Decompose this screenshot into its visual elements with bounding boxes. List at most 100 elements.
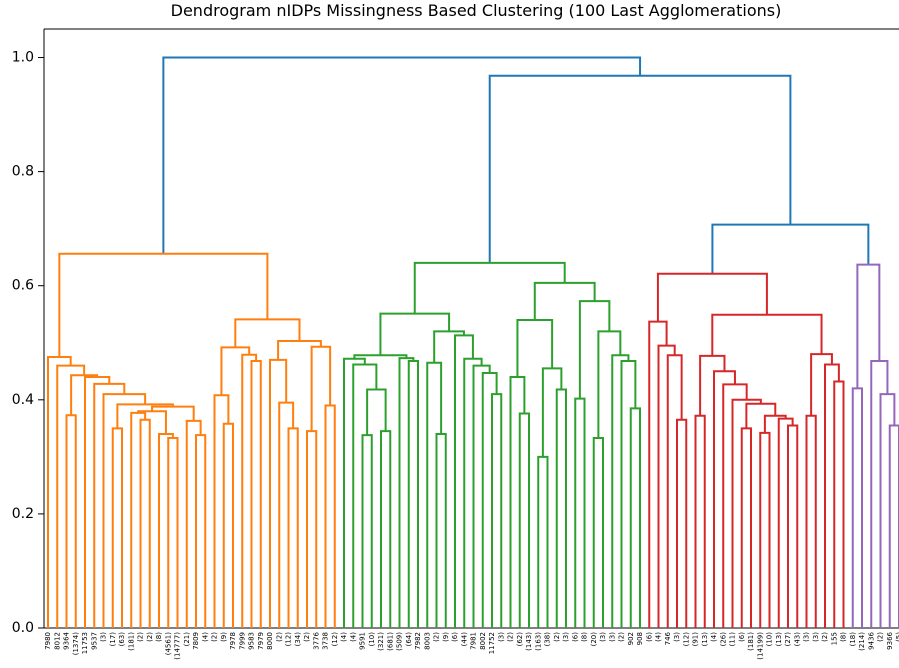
link: [481, 371, 498, 628]
leaf-label: (3): [497, 632, 505, 642]
leaf-label: (2): [137, 632, 145, 642]
link: [407, 360, 419, 628]
leaf-label: 3776: [312, 631, 320, 649]
leaf-label: (3): [673, 632, 681, 642]
leaf-label: 155: [830, 632, 838, 645]
link: [241, 353, 258, 628]
link: [269, 358, 288, 628]
link: [158, 433, 174, 628]
link: [151, 405, 195, 421]
link: [195, 434, 207, 628]
link: [167, 437, 179, 628]
leaf-label: (2): [303, 632, 311, 642]
link: [518, 412, 530, 628]
link: [454, 334, 474, 628]
leaf-label: (2): [275, 632, 283, 642]
link: [711, 313, 823, 356]
link: [278, 401, 295, 628]
link: [433, 330, 465, 363]
leaf-label: (26): [719, 632, 727, 647]
leaf-label: 746: [664, 631, 672, 645]
leaf-label: 9436: [867, 631, 875, 649]
link: [648, 320, 668, 628]
link: [541, 367, 563, 457]
leaf-label: (64): [405, 632, 413, 647]
link: [379, 312, 451, 356]
link: [578, 300, 611, 399]
link: [745, 402, 777, 429]
leaf-label: (1374): [72, 632, 80, 656]
link: [676, 418, 688, 628]
link: [93, 382, 126, 628]
link: [413, 261, 566, 314]
leaf-label: (181): [747, 632, 755, 651]
link: [533, 281, 596, 320]
link: [277, 340, 322, 360]
y-tick-label: 0.8: [12, 164, 34, 180]
leaf-label: (2): [146, 632, 154, 642]
leaf-label: (3): [599, 632, 607, 642]
leaf-label: 8000: [266, 632, 274, 650]
leaf-label: (181): [127, 632, 135, 651]
leaf-label: 7981: [470, 632, 478, 650]
link: [759, 431, 771, 628]
link: [435, 433, 447, 628]
link: [851, 387, 863, 628]
leaf-label: (91): [692, 632, 700, 647]
link: [56, 364, 86, 628]
link: [656, 272, 768, 322]
leaf-label: (8): [581, 632, 589, 642]
leaf-label: (20): [590, 632, 598, 647]
link: [666, 354, 683, 628]
link: [777, 417, 794, 628]
leaf-label: 7979: [257, 632, 265, 650]
leaf-label: (2): [507, 632, 515, 642]
leaf-label: (3): [608, 632, 616, 642]
link: [555, 388, 567, 628]
leaf-label: (27): [784, 632, 792, 647]
link: [343, 357, 366, 628]
leaf-label: (321): [377, 632, 385, 651]
leaf-label: (4): [710, 632, 718, 642]
link: [597, 330, 622, 439]
leaf-label: 902: [627, 632, 635, 645]
link: [699, 354, 726, 416]
leaf-label: 7980: [44, 632, 52, 650]
leaf-label: (43): [793, 632, 801, 647]
leaf-label: (6): [645, 632, 653, 642]
link: [306, 430, 318, 628]
link: [250, 360, 262, 628]
leaf-label: 11752: [488, 632, 496, 654]
link: [870, 360, 889, 628]
y-tick-label: 0.2: [12, 506, 34, 522]
leaf-label: 8012: [53, 632, 61, 650]
link: [810, 353, 833, 416]
link: [398, 357, 415, 628]
link: [361, 434, 373, 628]
link: [472, 364, 491, 628]
leaf-label: (6): [451, 632, 459, 642]
link: [130, 411, 147, 628]
leaf-label: (143): [525, 632, 533, 651]
link: [833, 380, 845, 628]
leaf-label: (4): [655, 632, 663, 642]
leaf-label: 9537: [90, 632, 98, 650]
leaf-label: 9591: [359, 632, 367, 650]
link: [162, 56, 642, 254]
leaf-label: (9): [220, 632, 228, 642]
link: [324, 404, 336, 628]
leaf-label: (10): [766, 632, 774, 647]
link: [592, 437, 604, 628]
link: [102, 393, 147, 628]
link: [787, 424, 799, 628]
leaf-label: (13): [775, 632, 783, 647]
link: [740, 427, 752, 628]
leaf-label: 8002: [479, 632, 487, 650]
leaf-label: 908: [636, 632, 644, 645]
leaf-label: (34): [294, 632, 302, 647]
leaf-label: (10): [368, 632, 376, 647]
link: [824, 363, 840, 628]
link: [65, 414, 77, 628]
leaf-label: (509): [396, 632, 404, 651]
link: [888, 424, 899, 628]
